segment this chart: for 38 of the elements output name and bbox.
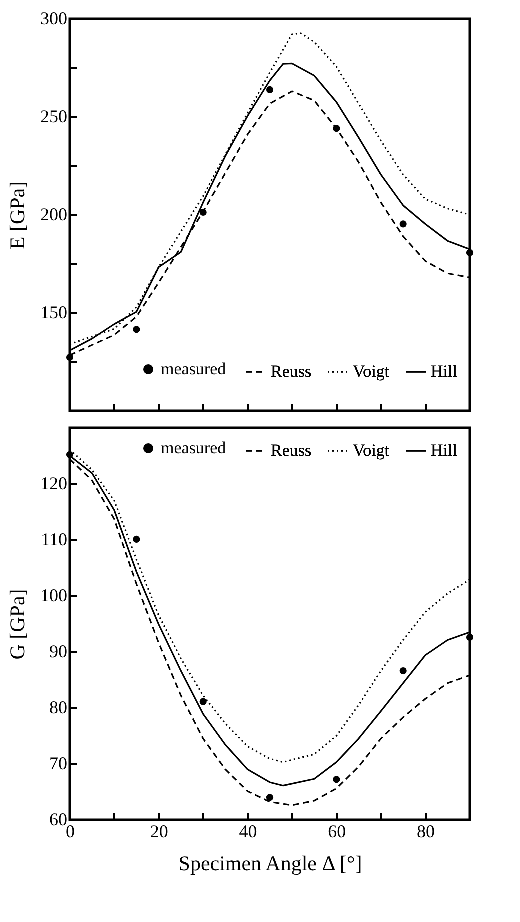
y-tick-label: 250 [40, 106, 68, 126]
point [66, 354, 74, 362]
x-axis-title: Specimen Angle Δ [°] [178, 852, 362, 876]
legend-label: Voigt [353, 441, 390, 460]
y-tick-label: 70 [50, 754, 68, 774]
point [66, 451, 74, 458]
x-tick-label: 0 [66, 822, 75, 842]
legend-label: Reuss [271, 441, 312, 460]
y-tick-label: 100 [40, 586, 68, 606]
point [133, 536, 140, 543]
y-tick-label: 110 [41, 530, 68, 550]
point [133, 326, 140, 334]
legend-label: Hill [431, 362, 458, 381]
y-tick-label: 90 [50, 642, 68, 662]
x-tick-label: 60 [328, 822, 346, 842]
point [266, 86, 274, 94]
point [266, 794, 274, 802]
y-axis-title: E [GPa] [6, 181, 30, 250]
x-tick-label: 40 [239, 822, 258, 842]
y-tick-label: 120 [40, 474, 68, 494]
point [466, 249, 474, 256]
y-tick-label: 80 [50, 698, 68, 718]
x-tick-label: 20 [150, 822, 168, 842]
y-tick-label: 200 [40, 204, 68, 224]
legend-label: Reuss [271, 362, 312, 381]
point [400, 668, 407, 675]
legend-label: Hill [431, 441, 458, 460]
y-tick-label: 300 [40, 8, 68, 28]
x-tick-label: 80 [417, 822, 436, 842]
legend-label: Voigt [353, 362, 390, 381]
point [466, 634, 474, 641]
legend-label: measured [161, 360, 227, 378]
y-axis-title: G [GPa] [6, 589, 30, 660]
point [333, 776, 340, 784]
point [200, 698, 207, 706]
point [400, 220, 407, 228]
legend-label: measured [161, 438, 227, 458]
y-tick-label: 150 [40, 302, 68, 322]
